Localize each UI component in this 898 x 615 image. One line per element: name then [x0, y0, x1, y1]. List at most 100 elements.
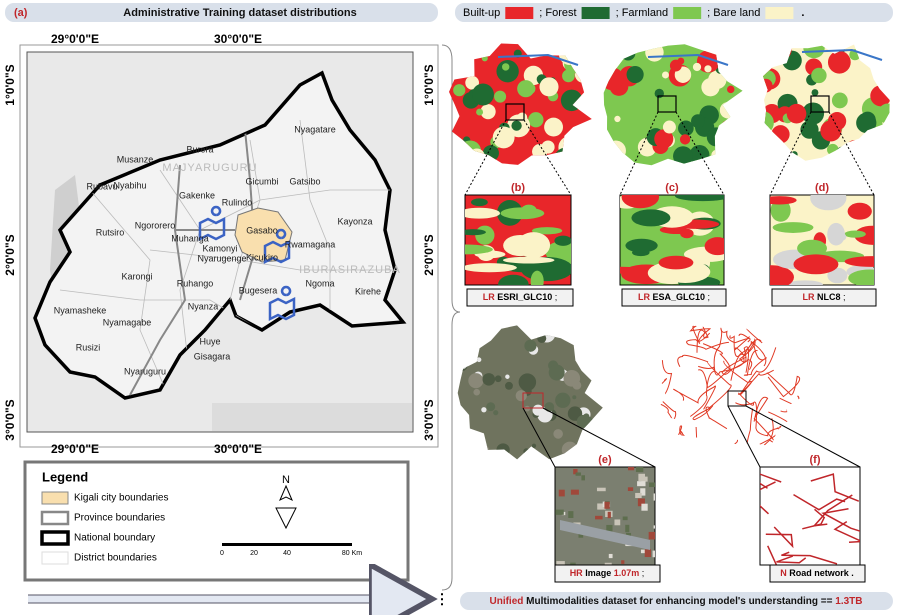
imagery-patch — [468, 373, 484, 389]
panel-label: (f) — [810, 454, 821, 466]
land-cover-patch — [496, 60, 519, 83]
zoom-patch — [531, 227, 563, 235]
zoom-patch — [847, 202, 872, 220]
imagery-patch — [496, 443, 510, 457]
roof — [625, 524, 630, 533]
zoom-patch — [770, 265, 794, 285]
district-line — [159, 169, 201, 381]
caption-part: ESRI_GLC10 — [497, 292, 552, 302]
imagery-patch — [457, 435, 467, 449]
zoom-patch — [631, 209, 671, 227]
land-cover-patch — [711, 149, 723, 161]
land-cover-patch — [786, 103, 807, 124]
roof — [644, 549, 652, 558]
legend-symbol — [40, 510, 70, 526]
road — [793, 493, 846, 511]
road — [651, 378, 668, 402]
land-cover-patch — [603, 51, 617, 69]
road — [760, 481, 776, 491]
land-cover-patch — [827, 143, 839, 156]
roof — [652, 550, 655, 558]
zoom-patch — [621, 195, 660, 209]
roof — [648, 531, 655, 540]
zoom-marker — [810, 95, 830, 113]
caption-part: ; — [843, 292, 846, 302]
imagery-patch — [523, 448, 530, 455]
roof — [604, 562, 612, 565]
roof — [555, 509, 564, 515]
roof — [649, 482, 655, 488]
map-pin — [268, 285, 296, 322]
footer-part: Unified — [489, 596, 523, 607]
land-cover-patch — [654, 129, 674, 149]
caption: N Road network . — [780, 568, 854, 578]
header-bar — [5, 3, 438, 22]
legend-box — [23, 460, 410, 582]
panel-label: (e) — [598, 454, 612, 466]
imagery-patch — [531, 443, 537, 448]
roof — [575, 472, 581, 476]
road — [772, 428, 799, 447]
road — [779, 395, 807, 414]
zoom-patch — [844, 256, 874, 267]
footer-bar — [460, 592, 893, 610]
caption-part: . — [851, 568, 854, 578]
land-cover-patch — [801, 102, 825, 125]
imagery-patch — [548, 364, 565, 381]
road — [781, 551, 838, 565]
land-cover-patch — [811, 89, 819, 96]
latitude-label: 2°0'0"S — [3, 234, 17, 275]
land-cover-patch — [763, 133, 764, 142]
north-label: N — [282, 474, 290, 486]
district-label: Nyanza — [188, 301, 219, 311]
imagery-patch — [576, 354, 589, 367]
land-cover-patch — [673, 146, 693, 166]
district-label: Rubavu — [86, 181, 117, 191]
zoom-patch — [658, 255, 694, 270]
road — [752, 401, 789, 445]
imagery-patch — [457, 358, 468, 370]
imagery-patch — [569, 371, 576, 377]
imagery-patch — [532, 404, 544, 416]
zoom-patch — [787, 280, 823, 285]
roof — [628, 467, 635, 471]
district-label: Rulindo — [222, 197, 253, 207]
land-cover-patch — [870, 85, 890, 107]
roof — [641, 476, 648, 482]
caption-part: LR — [802, 292, 814, 302]
caption-box — [554, 564, 661, 583]
imagery-patch — [572, 380, 582, 390]
legend-swatch — [581, 7, 610, 19]
caption: LR NLC8 ; — [802, 292, 845, 302]
land-cover-patch — [560, 89, 583, 112]
road — [698, 343, 731, 389]
caption-part: 1.07m — [614, 568, 640, 578]
road — [802, 508, 826, 530]
zoom-patch — [498, 274, 529, 285]
imagery-patch — [472, 442, 490, 460]
imagery-patch — [473, 388, 481, 396]
zoom-patch — [516, 232, 551, 258]
land-cover-patch — [614, 115, 621, 123]
panel-label: (a) — [14, 7, 28, 19]
imagery-patch — [555, 392, 571, 408]
map-pin — [263, 228, 291, 265]
zoom-patch — [793, 254, 839, 275]
road — [778, 401, 807, 440]
district-label: Karongi — [121, 271, 152, 281]
roof — [597, 503, 606, 510]
map-pin — [198, 205, 226, 242]
land-cover-patch — [692, 62, 702, 72]
caption-box — [621, 288, 727, 307]
caption-part: Road network — [789, 568, 850, 578]
road — [657, 360, 677, 422]
legend-item: District boundaries — [74, 553, 157, 564]
zoom-patch — [770, 199, 791, 222]
caption-box — [769, 564, 866, 583]
river — [647, 53, 729, 66]
zoom-patch — [827, 267, 848, 284]
longitude-label: 29°0'0"E — [51, 442, 99, 456]
land-cover-patch — [719, 101, 737, 119]
land-cover-patch — [772, 138, 782, 148]
